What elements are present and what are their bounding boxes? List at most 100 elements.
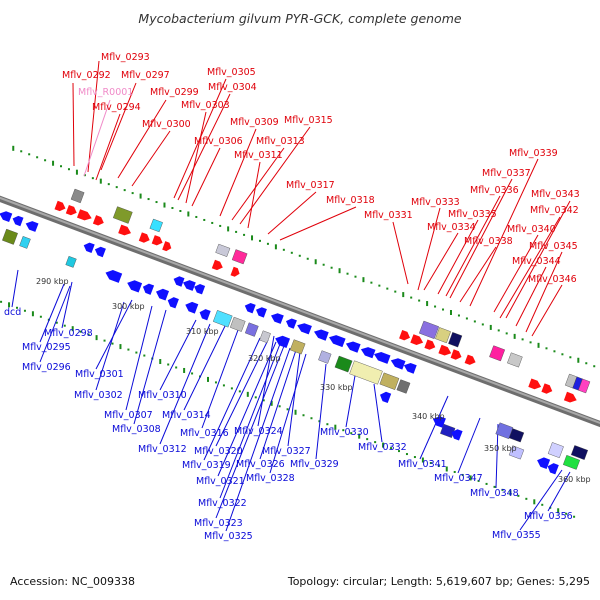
forward-leader-line — [499, 216, 561, 319]
gc-dot — [79, 330, 82, 333]
reverse-gene — [244, 303, 256, 314]
forward-gene — [399, 330, 410, 341]
gc-dot — [477, 479, 480, 482]
gc-dot — [111, 342, 114, 345]
gc-dot — [63, 324, 66, 327]
gc-dot — [402, 292, 405, 298]
gc-dot — [382, 442, 385, 448]
gc-dot — [270, 400, 273, 406]
gene-box-cyan — [19, 236, 31, 249]
forward-leader-line — [515, 266, 547, 327]
forward-gene-label: Mflv_0317 — [286, 180, 335, 191]
gc-dot — [203, 218, 206, 221]
gc-dot — [127, 348, 130, 351]
forward-gene — [410, 334, 424, 345]
gc-dot — [354, 275, 357, 278]
reverse-gene-label: Mflv_0356 — [524, 511, 573, 522]
forward-gene-label: Mflv_0309 — [230, 117, 279, 128]
forward-leader-line — [231, 147, 285, 221]
gc-dot — [469, 475, 472, 481]
forward-gene — [438, 344, 452, 356]
gene-box-cyan — [149, 218, 163, 233]
reverse-gene-label: Mflv_0301 — [75, 369, 124, 380]
gc-dot — [147, 198, 150, 201]
forward-gene-label: Mflv_0342 — [530, 205, 579, 216]
forward-leader-line — [72, 82, 75, 167]
reverse-gene-label: Mflv_0329 — [290, 459, 339, 470]
forward-gene-label: Mflv_0304 — [208, 82, 257, 93]
kbp-ticks: 290 kbp 300 kbp 310 kbp 320 kbp 330 kbp 340 k… — [36, 277, 591, 484]
gc-dot — [15, 306, 18, 309]
gc-dot — [115, 186, 118, 189]
forward-gene-label: Mflv_0334 — [427, 222, 476, 233]
reverse-gene — [142, 283, 155, 295]
gc-dot — [517, 494, 520, 497]
forward-gene — [450, 349, 462, 360]
forward-gene-label: Mflv_0294 — [92, 102, 141, 113]
reverse-gene-label: Mflv_0348 — [470, 488, 519, 499]
kbp-tick-label: 340 kbp — [412, 412, 445, 421]
gc-dot — [418, 299, 421, 302]
forward-leader-line — [423, 232, 459, 291]
gc-dot — [254, 396, 257, 399]
reverse-gene-label: Mflv_0316 — [180, 428, 229, 439]
gc-dot — [413, 456, 416, 459]
gene-box-khaki — [289, 339, 306, 355]
reverse-gene-label: Mflv_0320 — [194, 446, 243, 457]
gc-dot — [314, 259, 317, 265]
gc-dot — [286, 408, 289, 411]
gc-dot — [398, 450, 401, 453]
reverse-gene — [183, 280, 196, 291]
gc-dot — [473, 320, 476, 323]
forward-gene-label: Mflv_0311 — [234, 150, 283, 161]
forward-gene — [138, 232, 150, 243]
forward-gene-label: Mflv_0344 — [512, 256, 561, 267]
gc-dot — [461, 473, 464, 476]
reverse-gene-label: dcd — [4, 307, 21, 318]
gc-dot — [91, 177, 94, 180]
gc-dot — [481, 323, 484, 326]
gc-dot — [374, 441, 377, 444]
reverse-leader-line — [133, 309, 167, 425]
gc-dot — [179, 210, 182, 213]
gc-dot — [298, 254, 301, 257]
forward-gene-label: Mflv_0338 — [464, 236, 513, 247]
gene-box-lavender — [259, 330, 271, 344]
gc-dot — [31, 311, 34, 317]
reverse-leader-line — [215, 345, 285, 519]
gene-box-green — [334, 355, 353, 373]
forward-gene-label: Mflv_0315 — [284, 115, 333, 126]
forward-leader-line — [417, 207, 441, 291]
gc-dot — [318, 420, 321, 423]
reverse-gene-label: Mflv_0324 — [234, 426, 283, 437]
gc-dot — [155, 201, 158, 204]
forward-gene — [54, 200, 66, 212]
gene-box-purple — [244, 322, 259, 337]
gc-dot — [214, 381, 217, 384]
reverse-gene — [451, 429, 463, 441]
gc-dot — [187, 211, 190, 217]
reverse-gene — [345, 341, 361, 353]
gc-dot — [489, 324, 492, 330]
forward-gene — [118, 224, 131, 236]
gc-dot — [310, 417, 313, 420]
gc-dot — [509, 490, 512, 496]
genome-backbone — [0, 195, 600, 428]
forward-leader-line — [95, 113, 121, 181]
forward-gene-label: Mflv_0305 — [207, 67, 256, 78]
reverse-gene — [432, 416, 446, 428]
gc-dot — [449, 309, 452, 315]
gc-dot — [493, 485, 496, 488]
gc-dot — [426, 301, 429, 307]
gc-dot — [60, 165, 63, 168]
gc-dot — [322, 263, 325, 266]
label-leader-lines — [11, 60, 571, 532]
accession-text: Accession: NC_009338 — [10, 575, 135, 588]
forward-gene-label: Mflv_0340 — [507, 224, 556, 235]
reverse-gene — [374, 352, 391, 364]
forward-gene-label: Mflv_0303 — [181, 100, 230, 111]
reverse-gene-label: Mflv_0321 — [196, 476, 245, 487]
gc-dot — [421, 457, 424, 463]
forward-gene — [230, 266, 240, 277]
reverse-gene-label: Mflv_0326 — [236, 459, 285, 470]
